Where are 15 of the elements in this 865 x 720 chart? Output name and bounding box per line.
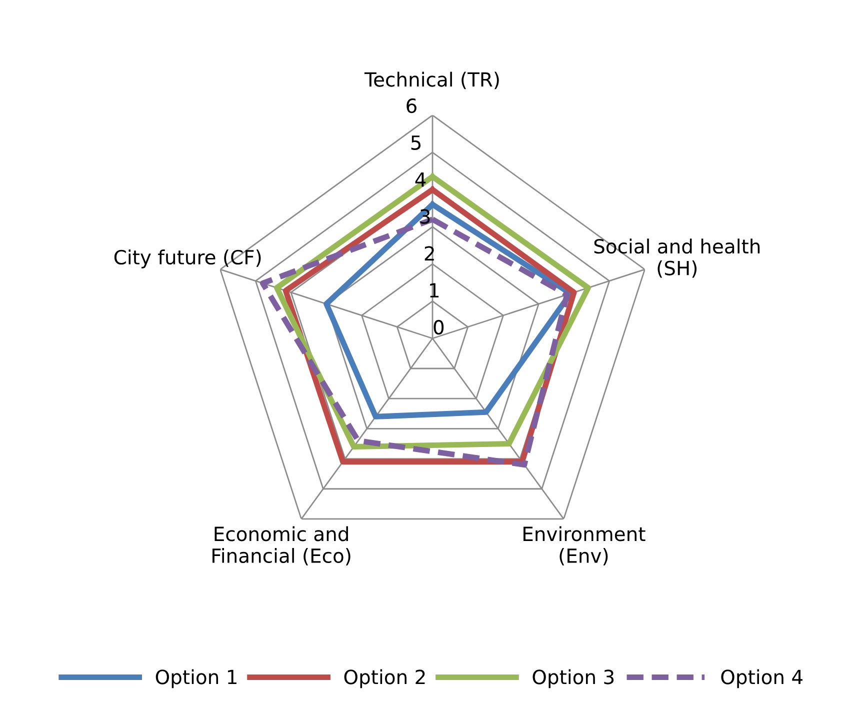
spoke-label: Social and health (SH) — [594, 238, 760, 278]
y-tick-label: 1 — [430, 283, 439, 298]
y-tick-label: 5 — [411, 136, 421, 150]
legend-label: Option 4 — [721, 669, 802, 688]
spoke-label: Economic and Financial (Eco) — [212, 526, 350, 566]
legend-label: Option 2 — [344, 669, 425, 688]
spoke-label: City future (CF) — [114, 250, 261, 268]
legend-label: Option 3 — [532, 669, 614, 688]
y-tick-label: 6 — [406, 98, 416, 114]
y-tick-label: 2 — [424, 246, 434, 261]
y-tick-label: 3 — [420, 209, 430, 224]
spoke-label: Technical (TR) — [364, 72, 499, 90]
spoke-label: Environment (Env) — [524, 526, 646, 566]
legend-label: Option 1 — [156, 669, 236, 688]
y-tick-label: 0 — [434, 320, 444, 335]
